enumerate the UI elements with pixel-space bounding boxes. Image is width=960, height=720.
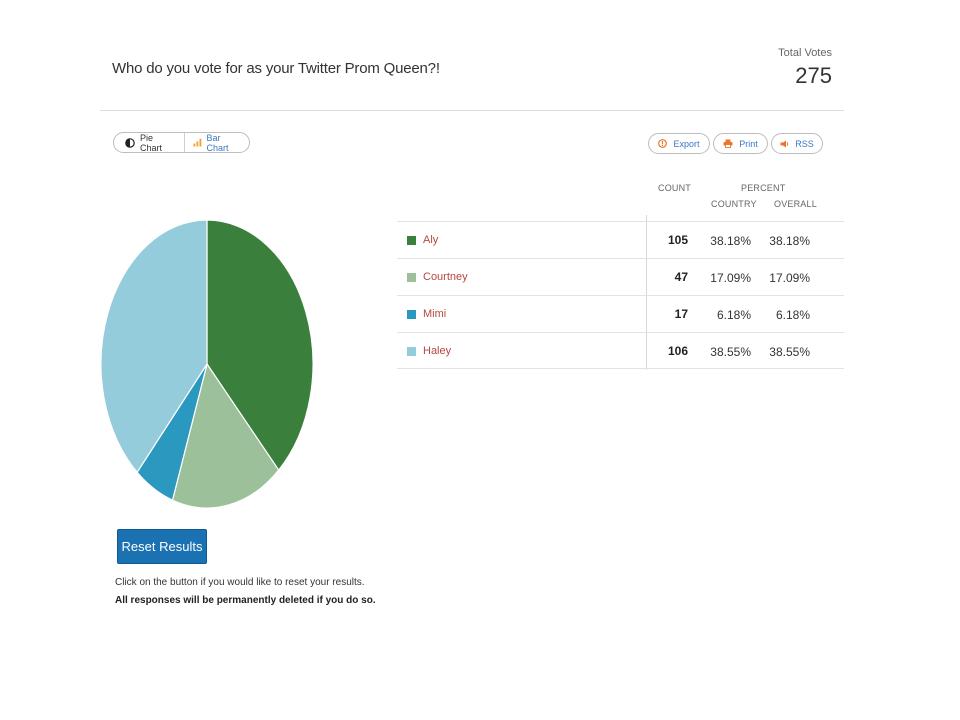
country-percent: 6.18% xyxy=(716,308,751,322)
bar-chart-label: Bar Chart xyxy=(206,132,229,153)
legend-swatch xyxy=(407,310,416,319)
overall-percent: 38.55% xyxy=(769,345,810,359)
reset-note: Click on the button if you would like to… xyxy=(115,577,365,588)
legend-swatch xyxy=(407,347,416,356)
vote-count: 17 xyxy=(674,307,688,321)
print-label: Print xyxy=(739,138,758,149)
overall-column-header: OVERALL xyxy=(774,199,817,209)
bar-chart-toggle[interactable]: Bar Chart xyxy=(185,132,250,153)
rss-icon xyxy=(780,140,789,148)
overall-percent: 38.18% xyxy=(769,234,810,248)
rss-button[interactable]: RSS xyxy=(771,133,823,154)
pie-chart-svg xyxy=(100,219,314,509)
overall-percent: 17.09% xyxy=(769,271,810,285)
overall-percent: 6.18% xyxy=(775,308,810,322)
half-circle-icon xyxy=(125,137,135,148)
table-row: Haley 106 38.55% 38.55% xyxy=(397,332,844,369)
header-divider xyxy=(100,110,844,111)
print-button[interactable]: Print xyxy=(713,133,768,154)
vote-count: 47 xyxy=(674,270,688,284)
pie-slice-aly[interactable] xyxy=(206,219,314,472)
legend-swatch xyxy=(407,236,416,245)
candidate-name[interactable]: Haley xyxy=(423,345,452,357)
rss-label: RSS xyxy=(795,138,814,149)
pie-chart xyxy=(99,219,315,516)
export-button[interactable]: Export xyxy=(648,133,710,154)
pie-chart-toggle[interactable]: Pie Chart xyxy=(114,132,185,153)
action-buttons: Export Print RSS xyxy=(648,133,823,154)
table-row: Aly 105 38.18% 38.18% xyxy=(397,221,844,258)
country-percent: 17.09% xyxy=(710,271,751,285)
results-table: Aly 105 38.18% 38.18% Courtney 47 17.09%… xyxy=(397,221,844,369)
vote-count: 105 xyxy=(667,233,688,247)
pie-chart-label: Pie Chart xyxy=(140,132,163,153)
percent-column-header: PERCENT xyxy=(741,183,786,193)
reset-warning: All responses will be permanently delete… xyxy=(115,595,376,606)
total-votes-value: 275 xyxy=(795,63,832,88)
table-row: Courtney 47 17.09% 17.09% xyxy=(397,258,844,295)
poll-title: Who do you vote for as your Twitter Prom… xyxy=(112,60,440,77)
country-column-header: COUNTRY xyxy=(711,199,757,209)
candidate-name[interactable]: Mimi xyxy=(423,308,447,320)
count-column-header: COUNT xyxy=(658,183,691,193)
reset-results-button[interactable]: Reset Results xyxy=(117,529,207,564)
export-label: Export xyxy=(673,138,700,149)
table-row: Mimi 17 6.18% 6.18% xyxy=(397,295,844,332)
pie-slice-haley[interactable] xyxy=(100,219,208,474)
vote-count: 106 xyxy=(667,344,688,358)
chart-type-toggle: Pie Chart Bar Chart xyxy=(113,132,250,153)
country-percent: 38.18% xyxy=(710,234,751,248)
export-circle-icon xyxy=(658,139,668,148)
bar-chart-icon xyxy=(193,138,202,147)
total-votes-label: Total Votes xyxy=(778,47,832,59)
printer-icon xyxy=(723,139,733,148)
legend-swatch xyxy=(407,273,416,282)
count-column-divider xyxy=(646,215,647,370)
country-percent: 38.55% xyxy=(710,345,751,359)
pie-slice-courtney[interactable] xyxy=(171,362,280,509)
candidate-name[interactable]: Aly xyxy=(423,234,439,246)
candidate-name[interactable]: Courtney xyxy=(423,271,468,283)
